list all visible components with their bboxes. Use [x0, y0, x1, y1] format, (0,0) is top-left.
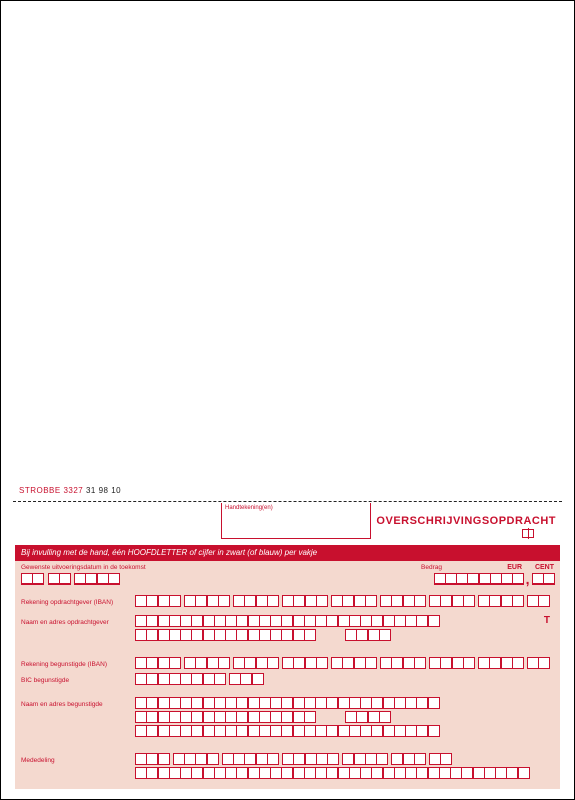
label-rek-begu: Rekening begunstigde (IBAN) [21, 661, 107, 668]
label-eur: EUR [507, 564, 522, 571]
input-name-payer-2[interactable] [135, 629, 315, 641]
code-part-a: STROBBE 3327 [19, 486, 83, 495]
code-part-b: 31 98 10 [83, 486, 121, 495]
input-name-payer-3[interactable] [345, 629, 390, 641]
input-name-bene-3[interactable] [345, 711, 390, 723]
label-naam-begu: Naam en adres begunstigde [21, 701, 103, 708]
label-rek-opdr: Rekening opdrachtgever (IBAN) [21, 599, 113, 606]
input-communication-1[interactable] [135, 753, 452, 765]
input-iban-beneficiary[interactable] [135, 657, 550, 669]
input-bic[interactable] [135, 673, 263, 685]
upper-blank-area: STROBBE 3327 31 98 10 [1, 1, 574, 501]
input-name-bene-1[interactable] [135, 697, 439, 709]
input-amount[interactable]: , [434, 573, 554, 585]
label-mededeling: Mededeling [21, 757, 55, 764]
signature-label: Handtekening(en) [225, 505, 273, 511]
input-name-bene-2[interactable] [135, 711, 315, 723]
input-name-payer-1[interactable] [135, 615, 439, 627]
input-name-bene-4[interactable] [135, 725, 439, 737]
t-marker: T [544, 615, 550, 626]
label-date: Gewenste uitvoeringsdatum in de toekomst [21, 564, 146, 571]
input-communication-2[interactable] [135, 767, 529, 779]
label-bic: BIC begunstigde [21, 677, 69, 684]
label-bedrag: Bedrag [421, 564, 442, 571]
print-code: STROBBE 3327 31 98 10 [19, 486, 121, 495]
form-title: OVERSCHRIJVINGSOPDRACHT [376, 515, 556, 527]
input-iban-payer[interactable] [135, 595, 550, 607]
corner-marker [522, 529, 534, 538]
form-panel: Gewenste uitvoeringsdatum in de toekomst… [15, 561, 560, 789]
label-cent: CENT [535, 564, 554, 571]
transfer-slip: Handtekening(en) OVERSCHRIJVINGSOPDRACHT… [1, 501, 574, 799]
instruction-banner: Bij invulling met de hand, één HOOFDLETT… [15, 545, 560, 561]
input-date[interactable] [21, 573, 119, 585]
label-naam-opdr: Naam en adres opdrachtgever [21, 619, 109, 626]
